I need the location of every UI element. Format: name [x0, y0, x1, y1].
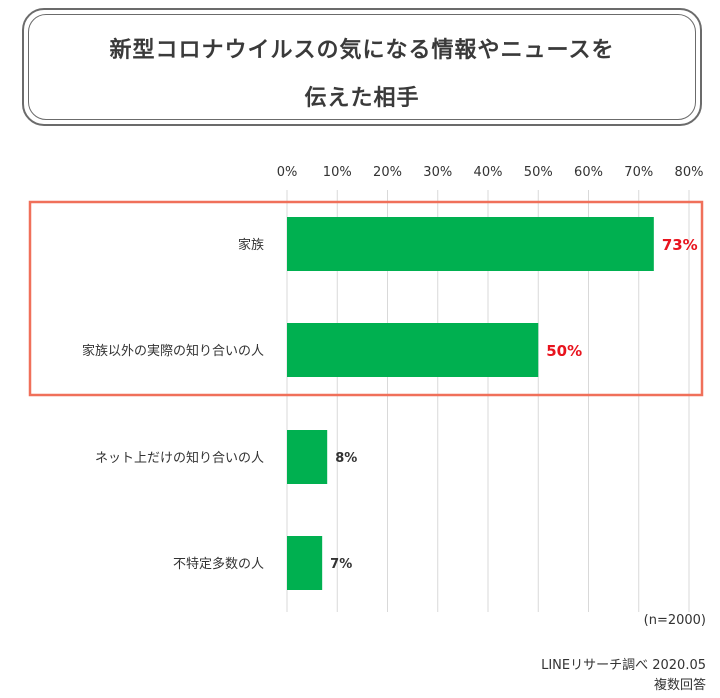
source-note: LINEリサーチ調べ 2020.05: [541, 658, 706, 673]
value-label: 7%: [330, 557, 352, 572]
category-label: 家族: [238, 237, 264, 253]
value-label: 50%: [546, 342, 582, 360]
category-label: 家族以外の実際の知り合いの人: [82, 343, 264, 359]
bar: [287, 430, 328, 484]
value-label: 8%: [335, 451, 357, 466]
bar: [287, 217, 654, 271]
title-box-inner-border: [28, 14, 696, 120]
x-tick-label: 80%: [675, 165, 704, 180]
x-tick-label: 10%: [323, 165, 352, 180]
title-box: 新型コロナウイルスの気になる情報やニュースを 伝えた相手: [22, 8, 702, 126]
sample-size-note: (n=2000): [643, 613, 706, 628]
value-label: 73%: [662, 236, 698, 254]
answer-type-note: 複数回答: [653, 678, 706, 693]
chart-title-line-1: 新型コロナウイルスの気になる情報やニュースを: [109, 38, 615, 63]
x-tick-label: 60%: [574, 165, 603, 180]
highlight-box: [28, 200, 704, 397]
chart-title-line-2: 伝えた相手: [304, 86, 420, 111]
x-tick-label: 50%: [524, 165, 553, 180]
x-tick-label: 30%: [423, 165, 452, 180]
category-label: 不特定多数の人: [173, 556, 264, 572]
category-label: ネット上だけの知り合いの人: [95, 450, 264, 466]
bar: [287, 323, 539, 377]
x-tick-label: 40%: [474, 165, 503, 180]
x-tick-label: 20%: [373, 165, 402, 180]
x-tick-label: 70%: [624, 165, 653, 180]
bar: [287, 536, 323, 590]
x-tick-label: 0%: [277, 165, 298, 180]
